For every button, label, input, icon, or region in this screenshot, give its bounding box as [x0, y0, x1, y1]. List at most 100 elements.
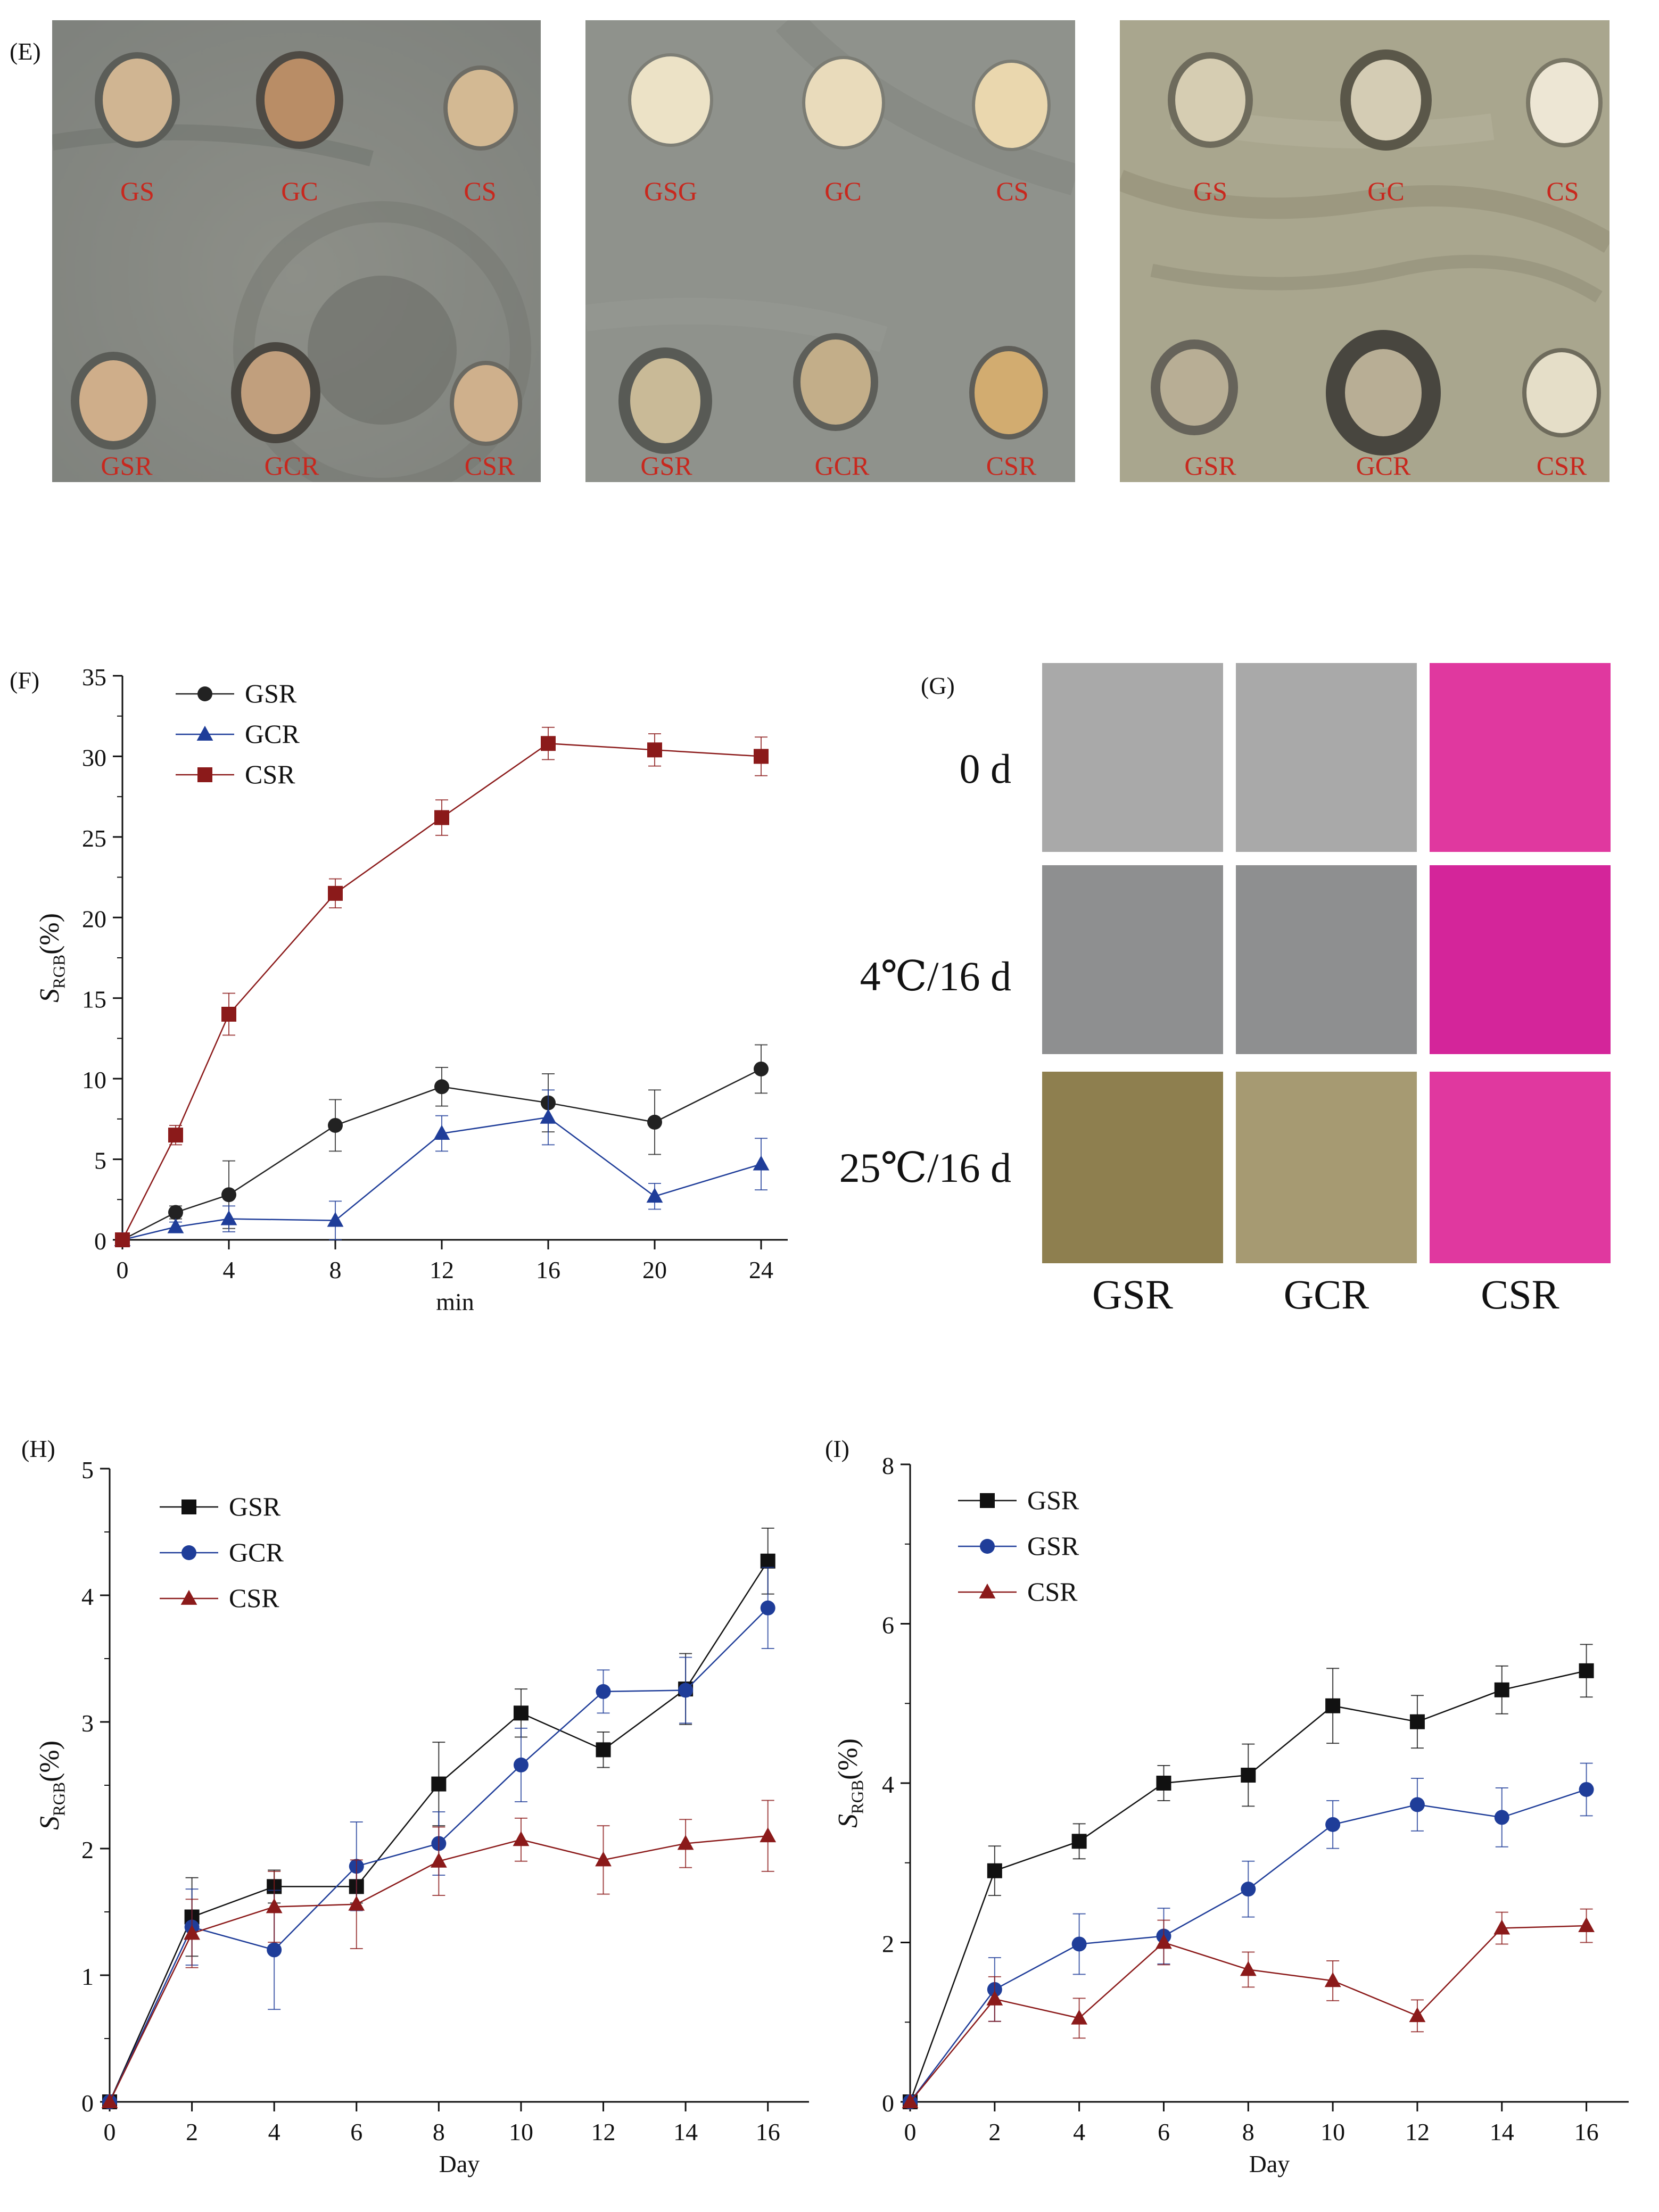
series-csr-2 — [101, 1800, 777, 2108]
legend-label: CSR — [245, 759, 295, 789]
data-point — [184, 1925, 200, 1940]
data-point — [433, 1125, 450, 1140]
data-point — [1409, 1797, 1425, 1812]
data-point — [754, 749, 769, 764]
photo1-top-label-2: GC — [281, 176, 318, 206]
photo2-top-label-1: GSG — [643, 176, 698, 206]
panel-label: (I) — [825, 1435, 849, 1462]
swatch-csr-25c — [1430, 1072, 1611, 1263]
y-tick-label: 2 — [882, 1931, 894, 1958]
photo1-bottom-label-2: GCR — [264, 451, 319, 480]
data-point — [1071, 2009, 1088, 2025]
data-point — [986, 1990, 1003, 2006]
y-tick-label: 6 — [882, 1612, 894, 1639]
y-tick-label: 4 — [81, 1583, 94, 1610]
y-tick-label: 20 — [82, 905, 106, 932]
inhibition-zone-photo-3: GS GC CS GSR GCR CSR — [1120, 20, 1610, 482]
x-tick-label: 14 — [673, 2118, 698, 2145]
photo1-bottom-label-3: CSR — [464, 451, 515, 480]
photo2-top-label-3: CS — [996, 176, 1029, 206]
data-point — [101, 2093, 118, 2108]
x-tick-label: 4 — [1073, 2118, 1085, 2145]
data-point — [647, 1114, 662, 1130]
data-point — [1409, 1714, 1425, 1729]
photo2-bottom-label-2: GCR — [814, 451, 870, 480]
inhibition-zone-photo-2: GSG GC CS GSR GCR CSR — [585, 20, 1075, 482]
data-point — [987, 1863, 1002, 1878]
y-tick-label: 1 — [81, 1963, 94, 1990]
x-tick-label: 10 — [1320, 2118, 1345, 2145]
legend-label: GSR — [1027, 1531, 1079, 1561]
x-tick-label: 16 — [536, 1256, 560, 1283]
col-label-gcr: GCR — [1283, 1271, 1369, 1318]
series-gsr-1 — [903, 1762, 1594, 2109]
photo1-top-label-1: GS — [120, 176, 154, 206]
data-point — [1494, 1682, 1509, 1697]
data-point — [1240, 1961, 1257, 1976]
y-tick-label: 30 — [82, 744, 106, 771]
data-point — [1241, 1882, 1256, 1897]
series-line — [121, 742, 762, 1240]
data-point — [328, 1117, 343, 1133]
chart-f: (F) 0 5 10 15 20 25 30 35 0 4 8 12 16 20 24 min SRGB(%) GS… — [10, 664, 788, 1315]
legend-label: GSR — [245, 678, 297, 708]
data-point — [431, 1776, 447, 1792]
data-point — [1494, 1810, 1509, 1825]
x-tick-label: 12 — [430, 1256, 454, 1283]
x-tick-label: 0 — [117, 1256, 129, 1283]
data-point — [430, 1852, 447, 1868]
series-gcr-1 — [114, 1089, 770, 1246]
photo3-bottom-label-3: CSR — [1536, 451, 1587, 480]
data-point — [647, 742, 662, 758]
data-point — [167, 1218, 184, 1233]
y-tick-label: 5 — [81, 1456, 94, 1484]
data-point — [1579, 1782, 1594, 1797]
data-point — [513, 1705, 529, 1721]
data-point — [1579, 1663, 1594, 1678]
row-label-0d: 0 d — [959, 745, 1012, 792]
legend-marker — [980, 1539, 995, 1554]
y-tick-label: 10 — [82, 1066, 106, 1093]
color-swatch-grid — [1042, 663, 1611, 1263]
photo3-top-label-2: GC — [1367, 176, 1405, 206]
swatch-gcr-4c — [1236, 865, 1417, 1054]
panel-e-label: (E) — [10, 38, 41, 65]
series-csr-2 — [115, 726, 769, 1247]
legend-marker — [980, 1493, 995, 1508]
x-tick-label: 4 — [223, 1256, 235, 1283]
y-tick-label: 8 — [882, 1452, 894, 1479]
data-point — [327, 1212, 344, 1227]
swatch-csr-4c — [1430, 865, 1611, 1054]
data-point — [646, 1188, 663, 1203]
data-point — [434, 1079, 449, 1095]
data-point — [1493, 1919, 1511, 1935]
legend-label: CSR — [1027, 1577, 1078, 1606]
series-gsr-0 — [903, 1644, 1594, 2109]
data-point — [760, 1553, 775, 1569]
row-label-25c: 25℃/16 d — [839, 1145, 1011, 1191]
x-tick-label: 20 — [642, 1256, 667, 1283]
swatch-csr-0d — [1430, 663, 1611, 852]
data-point — [1071, 1834, 1087, 1849]
y-tick-label: 0 — [81, 2090, 94, 2117]
photo1-top-label-3: CS — [464, 176, 497, 206]
data-point — [513, 1831, 530, 1846]
legend-marker — [197, 686, 212, 701]
row-label-4c: 4℃/16 d — [860, 953, 1011, 999]
x-tick-label: 24 — [749, 1256, 773, 1283]
data-point — [678, 1683, 694, 1698]
data-point — [1409, 2007, 1426, 2023]
series-csr-2 — [902, 1908, 1595, 2108]
legend-label: GSR — [229, 1492, 281, 1521]
x-tick-label: 0 — [904, 2118, 917, 2145]
x-tick-label: 8 — [433, 2118, 445, 2145]
legend-marker — [196, 725, 213, 741]
series-line — [122, 1068, 762, 1241]
photo2-top-label-2: GC — [824, 176, 862, 206]
photo2-bottom-label-1: GSR — [640, 451, 692, 480]
x-tick-label: 6 — [1158, 2118, 1170, 2145]
y-tick-label: 0 — [94, 1228, 106, 1255]
legend-label: CSR — [229, 1583, 279, 1613]
x-tick-label: 2 — [186, 2118, 198, 2145]
